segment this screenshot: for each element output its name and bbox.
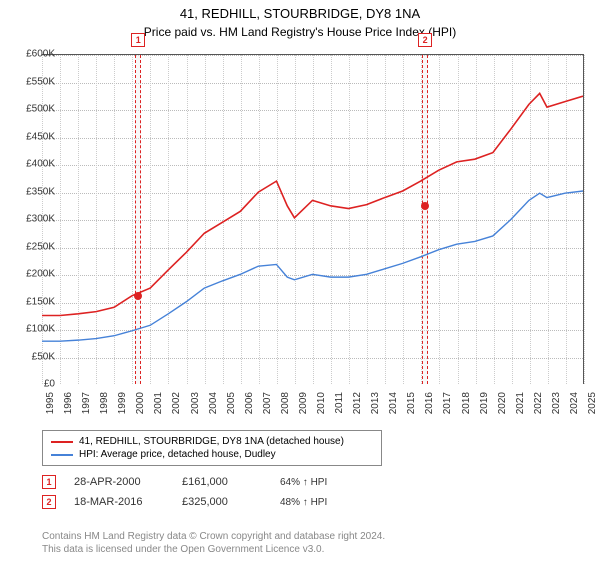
x-axis-label: 2015: [406, 392, 417, 414]
x-axis-label: 2019: [479, 392, 490, 414]
x-axis-label: 2012: [352, 392, 363, 414]
y-axis-label: £50K: [15, 351, 55, 362]
sale-row-1: 1 28-APR-2000 £161,000 64% ↑ HPI: [42, 472, 327, 492]
y-axis-label: £450K: [15, 131, 55, 142]
y-axis-label: £600K: [15, 49, 55, 60]
x-axis-label: 2001: [153, 392, 164, 414]
sale-badge-1: 1: [42, 475, 56, 489]
x-axis-label: 2004: [208, 392, 219, 414]
sale-price-1: £161,000: [182, 476, 262, 488]
y-axis-label: £150K: [15, 296, 55, 307]
y-axis-label: £350K: [15, 186, 55, 197]
sale-date-1: 28-APR-2000: [74, 476, 164, 488]
x-gridline: [584, 55, 585, 384]
x-axis-label: 2009: [298, 392, 309, 414]
page-subtitle: Price paid vs. HM Land Registry's House …: [0, 25, 600, 39]
x-axis-label: 2023: [551, 392, 562, 414]
x-axis-label: 2025: [587, 392, 598, 414]
y-axis-label: £100K: [15, 324, 55, 335]
legend-hpi-label: HPI: Average price, detached house, Dudl…: [79, 449, 276, 460]
y-axis-label: £250K: [15, 241, 55, 252]
sale-date-2: 18-MAR-2016: [74, 496, 164, 508]
page-title: 41, REDHILL, STOURBRIDGE, DY8 1NA: [0, 6, 600, 23]
x-axis-label: 2002: [171, 392, 182, 414]
footer-line-1: Contains HM Land Registry data © Crown c…: [42, 530, 385, 543]
x-axis-label: 2006: [244, 392, 255, 414]
sale-pct-2: 48% ↑ HPI: [280, 497, 327, 508]
price-chart: 12: [42, 54, 584, 384]
footer-attribution: Contains HM Land Registry data © Crown c…: [42, 530, 385, 556]
sale-row-2: 2 18-MAR-2016 £325,000 48% ↑ HPI: [42, 492, 327, 512]
x-axis-label: 2007: [262, 392, 273, 414]
y-axis-label: £0: [15, 379, 55, 390]
sale-badge-2: 2: [42, 495, 56, 509]
legend-hpi: HPI: Average price, detached house, Dudl…: [51, 448, 373, 461]
x-axis-label: 2024: [569, 392, 580, 414]
y-axis-label: £400K: [15, 159, 55, 170]
sale-pct-1: 64% ↑ HPI: [280, 477, 327, 488]
legend-swatch-red: [51, 441, 73, 443]
y-axis-label: £300K: [15, 214, 55, 225]
chart-plot: [42, 55, 583, 384]
x-axis-label: 2005: [226, 392, 237, 414]
sale-point: [134, 292, 142, 300]
x-axis-label: 2021: [515, 392, 526, 414]
x-axis-label: 2000: [135, 392, 146, 414]
x-axis-label: 1999: [117, 392, 128, 414]
x-axis-label: 2011: [334, 392, 345, 414]
legend-box: 41, REDHILL, STOURBRIDGE, DY8 1NA (detac…: [42, 430, 382, 466]
x-axis-label: 2010: [316, 392, 327, 414]
x-axis-label: 2017: [442, 392, 453, 414]
x-axis-label: 2003: [190, 392, 201, 414]
hpi-series-line: [42, 191, 583, 341]
sales-table: 1 28-APR-2000 £161,000 64% ↑ HPI 2 18-MA…: [42, 472, 327, 512]
x-axis-label: 1998: [99, 392, 110, 414]
x-axis-label: 1996: [63, 392, 74, 414]
footer-line-2: This data is licensed under the Open Gov…: [42, 543, 385, 556]
sale-marker-badge: 2: [418, 33, 432, 47]
x-axis-label: 1997: [81, 392, 92, 414]
x-axis-label: 2013: [370, 392, 381, 414]
x-axis-label: 2016: [424, 392, 435, 414]
legend-property: 41, REDHILL, STOURBRIDGE, DY8 1NA (detac…: [51, 435, 373, 448]
y-axis-label: £200K: [15, 269, 55, 280]
x-axis-label: 2022: [533, 392, 544, 414]
x-axis-label: 2014: [388, 392, 399, 414]
x-axis-label: 2018: [461, 392, 472, 414]
sale-marker-badge: 1: [131, 33, 145, 47]
sale-point: [421, 202, 429, 210]
sale-price-2: £325,000: [182, 496, 262, 508]
y-axis-label: £550K: [15, 76, 55, 87]
x-axis-label: 2008: [280, 392, 291, 414]
legend-swatch-blue: [51, 454, 73, 456]
y-axis-label: £500K: [15, 104, 55, 115]
legend-property-label: 41, REDHILL, STOURBRIDGE, DY8 1NA (detac…: [79, 436, 344, 447]
x-axis-label: 1995: [45, 392, 56, 414]
x-axis-label: 2020: [497, 392, 508, 414]
property-series-line: [42, 93, 583, 315]
